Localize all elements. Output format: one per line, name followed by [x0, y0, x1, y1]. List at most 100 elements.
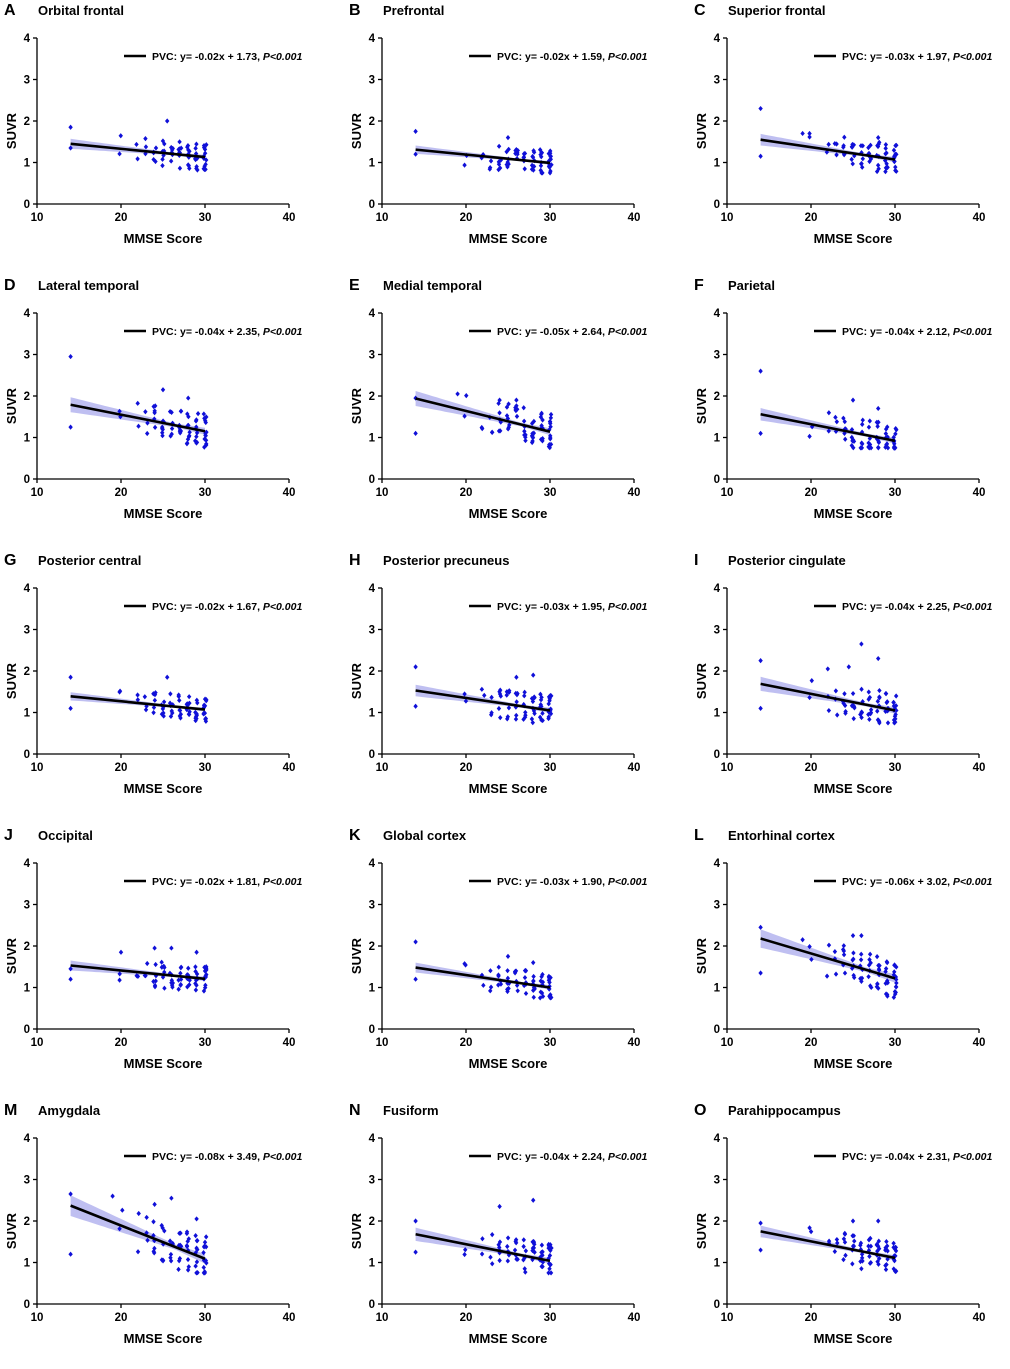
legend-p-value: P<0.001	[953, 326, 993, 338]
data-point	[758, 1247, 763, 1253]
data-point	[145, 430, 150, 437]
x-axis-label: MMSE Score	[469, 1331, 548, 1346]
data-point	[186, 1264, 191, 1270]
data-point	[523, 709, 528, 716]
data-point	[841, 1236, 847, 1242]
legend-text: PVC: y= -0.02x + 1.67, P<0.001	[152, 601, 302, 613]
data-point	[885, 720, 891, 726]
x-axis-label: MMSE Score	[124, 1331, 203, 1346]
data-point	[505, 968, 510, 974]
data-point	[178, 428, 184, 434]
data-point	[833, 688, 839, 694]
data-point	[521, 1243, 526, 1250]
y-tick-label: 4	[24, 33, 31, 45]
x-axis-label: MMSE Score	[469, 781, 548, 796]
data-point	[118, 133, 123, 139]
data-point	[531, 973, 536, 980]
data-point	[859, 641, 864, 647]
data-point	[540, 425, 545, 431]
data-point	[539, 410, 544, 416]
data-point	[194, 1259, 200, 1265]
x-tick-label: 10	[376, 487, 389, 499]
legend-equation: PVC: y= -0.04x + 2.31,	[842, 1151, 953, 1163]
data-point	[892, 989, 898, 995]
y-tick-label: 1	[369, 983, 376, 995]
data-point	[505, 986, 510, 992]
data-point	[808, 1229, 814, 1235]
data-point	[867, 158, 872, 165]
x-tick-label: 40	[973, 212, 986, 224]
panel-letter: O	[694, 1102, 706, 1119]
data-point	[523, 1269, 528, 1275]
data-point	[866, 424, 872, 430]
data-point	[758, 705, 763, 711]
regression-line	[760, 937, 896, 980]
x-tick-label: 10	[721, 1312, 734, 1324]
data-point	[858, 957, 864, 963]
data-point	[178, 970, 183, 976]
y-tick-label: 4	[714, 858, 721, 870]
x-tick-label: 10	[376, 762, 389, 774]
x-tick-label: 30	[889, 1037, 902, 1049]
data-point	[531, 672, 536, 678]
data-point	[849, 144, 855, 150]
data-point	[548, 710, 553, 716]
data-point	[203, 1234, 209, 1240]
data-point	[177, 150, 183, 156]
chart-panel-l: L Entorhinal cortex 0 1 2 3 4 10 20 30 40 MMSE Scor…	[690, 825, 1010, 1094]
panel-letter: C	[694, 2, 706, 19]
regression-line	[70, 1204, 206, 1260]
data-point	[506, 689, 512, 695]
data-point	[117, 151, 122, 157]
data-point	[866, 444, 871, 450]
data-point	[548, 156, 554, 162]
data-point	[523, 1248, 529, 1254]
data-point	[186, 395, 191, 401]
data-point	[843, 1252, 848, 1258]
data-point	[186, 1236, 191, 1242]
chart-title: Posterior precuneus	[383, 553, 509, 568]
y-tick-label: 4	[24, 858, 31, 870]
y-tick-label: 0	[369, 1299, 375, 1311]
y-axis-label: SUVR	[4, 1212, 19, 1249]
x-tick-label: 40	[283, 212, 296, 224]
data-point	[177, 139, 182, 145]
data-point	[194, 697, 200, 703]
y-tick-label: 1	[369, 1258, 376, 1270]
chart-panel-g: G Posterior central 0 1 2 3 4 10 20 30 40 MMSE Scor…	[0, 550, 336, 819]
data-point	[194, 433, 199, 440]
data-point	[891, 1240, 896, 1246]
data-point	[893, 164, 898, 170]
data-point	[883, 151, 888, 157]
legend-p-value: P<0.001	[263, 876, 303, 888]
y-tick-label: 0	[24, 1024, 30, 1036]
regression-line	[415, 148, 551, 165]
data-point	[488, 1254, 493, 1260]
data-point	[893, 976, 899, 983]
data-point	[184, 1243, 190, 1249]
x-axis-label: MMSE Score	[124, 781, 203, 796]
data-point	[142, 694, 148, 700]
data-point	[546, 151, 552, 157]
data-point	[488, 984, 494, 990]
data-point	[883, 1266, 889, 1273]
x-tick-label: 40	[283, 487, 296, 499]
data-point	[413, 128, 418, 134]
y-tick-label: 2	[24, 116, 30, 128]
data-point	[507, 422, 512, 428]
y-tick-label: 3	[714, 900, 720, 912]
data-point	[867, 716, 872, 723]
x-tick-label: 20	[115, 762, 128, 774]
data-point	[168, 691, 173, 697]
data-point	[891, 699, 896, 705]
y-tick-label: 1	[24, 708, 31, 720]
data-point	[489, 1232, 495, 1238]
x-axis-label: MMSE Score	[814, 506, 893, 521]
x-tick-label: 20	[805, 762, 818, 774]
data-point	[505, 1235, 511, 1241]
data-point	[169, 977, 175, 984]
y-axis-label: SUVR	[694, 1212, 709, 1249]
y-tick-label: 3	[369, 900, 375, 912]
data-point	[876, 1218, 881, 1224]
x-tick-label: 30	[889, 762, 902, 774]
